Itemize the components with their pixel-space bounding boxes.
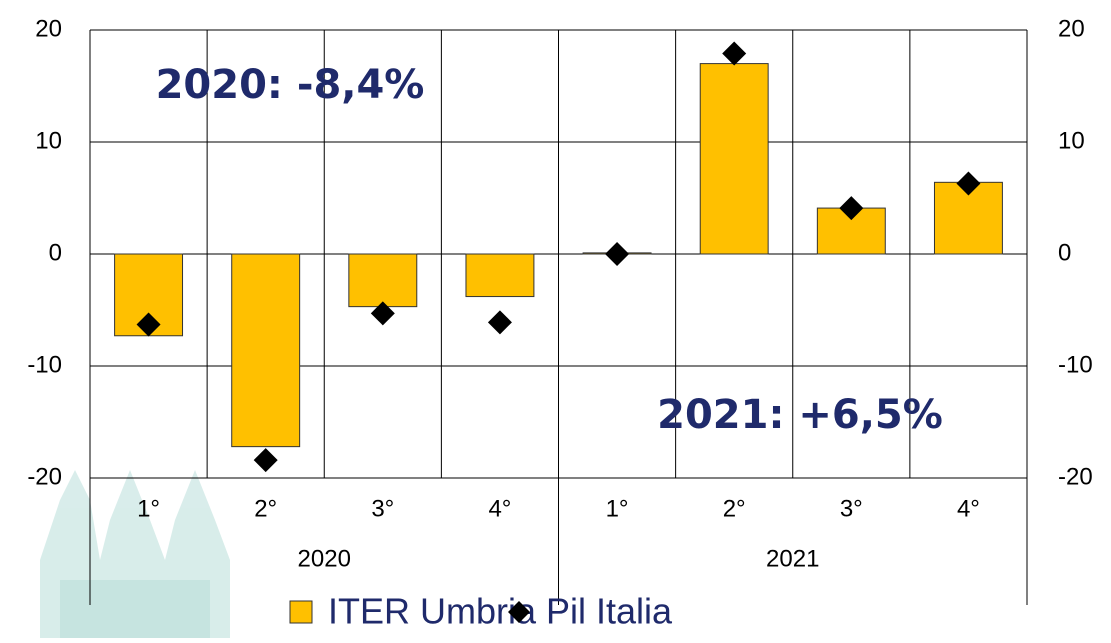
marker	[722, 42, 746, 66]
x-group-label: 2021	[766, 545, 819, 572]
chart: -20 -10 0 10 20 -20 -10 0 10 20 1° 2° 3° 4° 1° 2° 3° 4° 20…	[0, 0, 1111, 638]
y-tick-label: -10	[27, 351, 62, 378]
marker	[254, 448, 278, 472]
legend-label: Pil Italia	[546, 591, 673, 632]
bar	[232, 254, 300, 447]
y2-tick-label: -10	[1058, 351, 1093, 378]
annotation: 2021: +6,5%	[657, 392, 943, 438]
marker	[488, 310, 512, 334]
x-tick-label: 1°	[606, 495, 629, 522]
bar	[349, 254, 417, 307]
y-tick-label: -20	[27, 463, 62, 490]
y-tick-label: 0	[49, 239, 62, 266]
y-tick-label: 20	[35, 15, 62, 42]
y2-tick-label: 10	[1058, 127, 1085, 154]
x-tick-label: 3°	[840, 495, 863, 522]
y-tick-label: 10	[35, 127, 62, 154]
bar	[700, 64, 768, 254]
x-group-label: 2020	[298, 545, 351, 572]
x-tick-label: 1°	[137, 495, 160, 522]
marker	[605, 242, 629, 266]
bar	[466, 254, 534, 297]
legend-marker	[290, 601, 312, 623]
y2-tick-label: -20	[1058, 463, 1093, 490]
x-tick-label: 3°	[371, 495, 394, 522]
y2-tick-label: 20	[1058, 15, 1085, 42]
x-tick-label: 4°	[488, 495, 511, 522]
y2-tick-label: 0	[1058, 239, 1071, 266]
watermark	[40, 470, 230, 638]
x-tick-label: 4°	[957, 495, 980, 522]
legend-label: ITER Umbria	[328, 591, 537, 632]
annotation: 2020: -8,4%	[156, 62, 425, 108]
x-tick-label: 2°	[723, 495, 746, 522]
x-tick-label: 2°	[254, 495, 277, 522]
